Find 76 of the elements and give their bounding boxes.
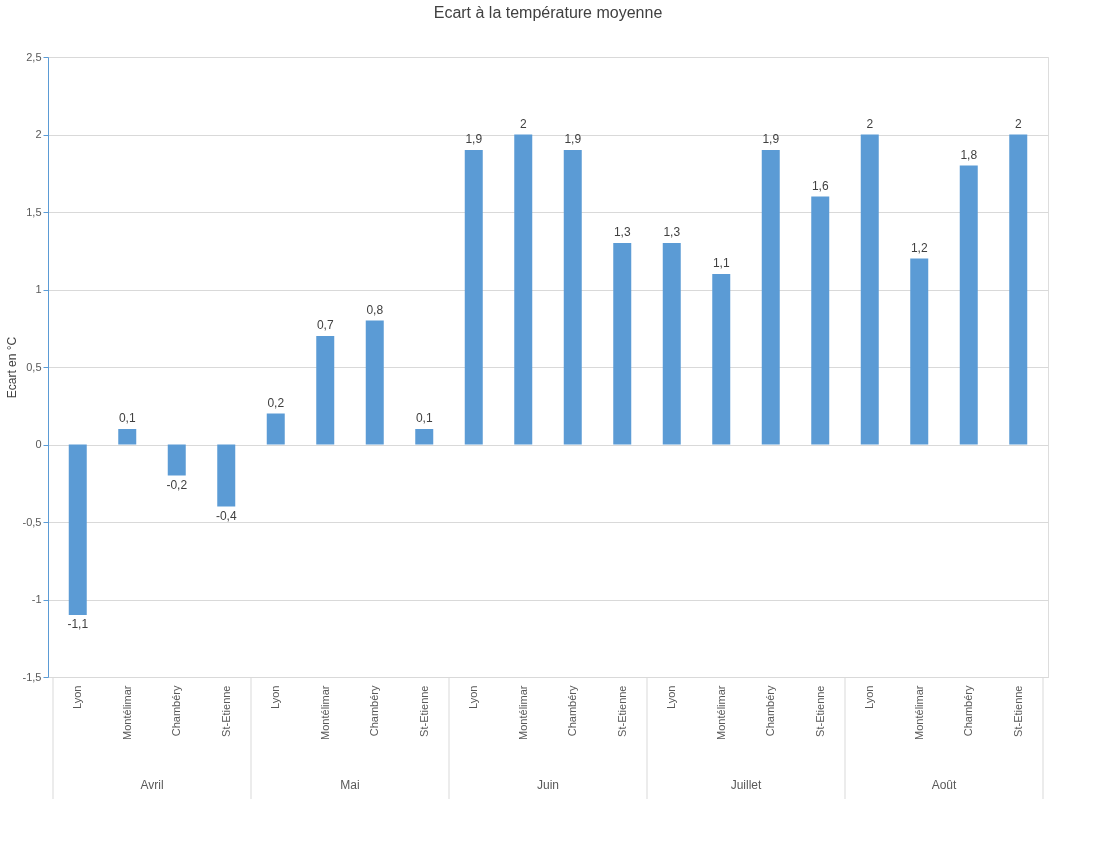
data-label: 0,8	[366, 302, 384, 317]
data-label: 0,1	[415, 411, 433, 425]
bar	[365, 320, 384, 445]
x-tick-label: Lyon	[863, 685, 876, 709]
x-tick-label: St-Etienne	[813, 685, 826, 737]
x-tick-label: St-Etienne	[1011, 685, 1024, 737]
bar	[563, 150, 582, 445]
bar	[613, 243, 632, 445]
x-tick-label: Chambéry	[566, 685, 579, 737]
text: Juillet	[730, 778, 762, 792]
data-label: 2	[519, 116, 527, 131]
bar	[860, 134, 879, 445]
data-label: 0,2	[267, 395, 285, 410]
data-label: 2	[1014, 116, 1022, 131]
data-label: 1,3	[663, 225, 681, 239]
x-tick-label: Montélimar	[714, 685, 727, 740]
data-label: 1,1	[712, 256, 730, 270]
bar	[68, 444, 87, 615]
bar	[217, 444, 236, 507]
data-label: 0,1	[118, 411, 136, 425]
y-tick-label: 2,5	[26, 50, 42, 63]
x-tick-label: Montélimar	[120, 685, 133, 740]
bar	[266, 413, 285, 445]
y-tick-label: -1	[31, 593, 42, 605]
y-tick-label: 0	[35, 438, 42, 450]
data-label: 1,8	[960, 147, 978, 162]
bar	[118, 429, 137, 445]
x-tick-label: Lyon	[467, 685, 480, 709]
x-tick-label: St-Etienne	[615, 685, 628, 737]
data-label: 1,2	[910, 240, 928, 255]
x-tick-label: Chambéry	[764, 685, 777, 737]
x-tick-label: Montélimar	[318, 685, 331, 740]
x-tick-label: Lyon	[71, 685, 84, 709]
bar	[910, 258, 929, 445]
bar	[167, 444, 186, 476]
data-label: 2	[866, 116, 874, 131]
bar	[464, 150, 483, 445]
x-tick-label: Lyon	[269, 685, 282, 709]
x-tick-label: Chambéry	[170, 685, 183, 737]
text: Août	[931, 778, 958, 792]
data-label: 1,9	[564, 132, 582, 146]
bar	[514, 134, 533, 445]
x-tick-label: Lyon	[665, 685, 678, 709]
bar	[712, 274, 731, 445]
x-tick-label: Montélimar	[912, 685, 925, 740]
y-tick-label: 1	[35, 283, 42, 295]
x-tick-label: St-Etienne	[219, 685, 232, 737]
data-label: 1,3	[613, 225, 631, 239]
chart-title: Ecart à la température moyenne	[433, 4, 663, 21]
data-label: 1,9	[465, 132, 483, 146]
bar	[1009, 134, 1028, 445]
bar	[811, 196, 830, 445]
text: Avril	[140, 778, 164, 792]
x-tick-label: Chambéry	[368, 685, 381, 737]
data-label: -0,4	[215, 508, 237, 523]
y-tick-label: 2	[35, 128, 42, 140]
bar	[662, 243, 681, 445]
x-tick-label: Montélimar	[516, 685, 529, 740]
y-tick-label: 0,5	[26, 360, 42, 373]
data-label: 0,7	[316, 318, 334, 332]
text: Mai	[340, 778, 360, 792]
bar	[316, 336, 335, 445]
bar	[415, 429, 434, 445]
x-tick-label: St-Etienne	[417, 685, 430, 737]
bar	[761, 150, 780, 445]
y-tick-label: -1,5	[22, 670, 42, 683]
data-label: 1,9	[762, 132, 780, 146]
data-label: 1,6	[811, 178, 829, 193]
text: Juin	[536, 778, 560, 792]
y-tick-label: -0,5	[22, 515, 42, 528]
data-label: -0,2	[166, 477, 188, 492]
y-axis-title: Ecart en °C	[4, 336, 19, 399]
bar	[959, 165, 978, 445]
data-label: -1,1	[67, 617, 89, 631]
x-tick-label: Chambéry	[962, 685, 975, 737]
y-tick-label: 1,5	[26, 205, 42, 218]
